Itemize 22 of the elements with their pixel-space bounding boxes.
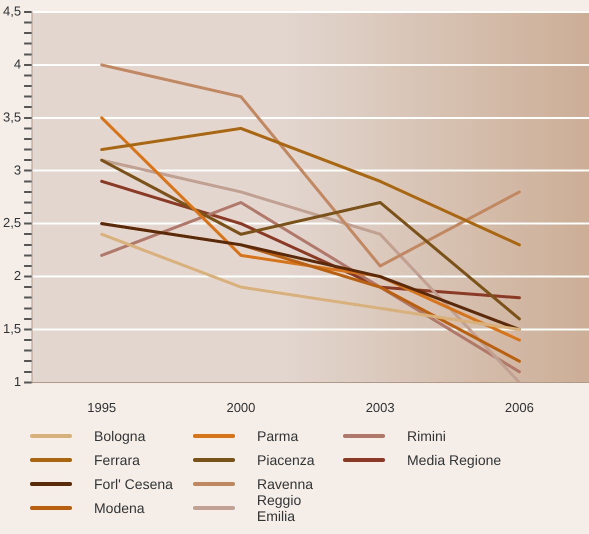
legend-label: Ravenna (257, 476, 314, 492)
y-tick-label: 2 (14, 268, 22, 284)
y-tick-label: 1,5 (2, 321, 22, 336)
legend-label: Parma (257, 428, 298, 444)
y-tick-label: 3,5 (2, 109, 22, 124)
legend-label: Modena (94, 500, 145, 516)
legend-label: Reggio Emilia (256, 492, 302, 524)
x-tick-label: 2000 (226, 400, 256, 415)
x-tick-label: 2003 (366, 400, 395, 415)
x-tick-label: 1995 (87, 400, 116, 415)
y-tick-label: 2,5 (2, 215, 22, 230)
legend-label: Bologna (94, 428, 146, 444)
legend-label: Media Regione (407, 452, 502, 468)
y-tick-label: 4,5 (2, 4, 22, 19)
legend-label: Ferrara (94, 452, 140, 468)
legend-label: Piacenza (257, 452, 315, 468)
y-tick-label: 4 (14, 56, 22, 72)
legend-label: Rimini (407, 428, 446, 444)
y-tick-label: 1 (14, 374, 22, 389)
y-tick-label: 3 (14, 162, 22, 178)
x-tick-label: 2006 (504, 400, 534, 415)
legend-label: Forl' Cesena (94, 476, 173, 492)
